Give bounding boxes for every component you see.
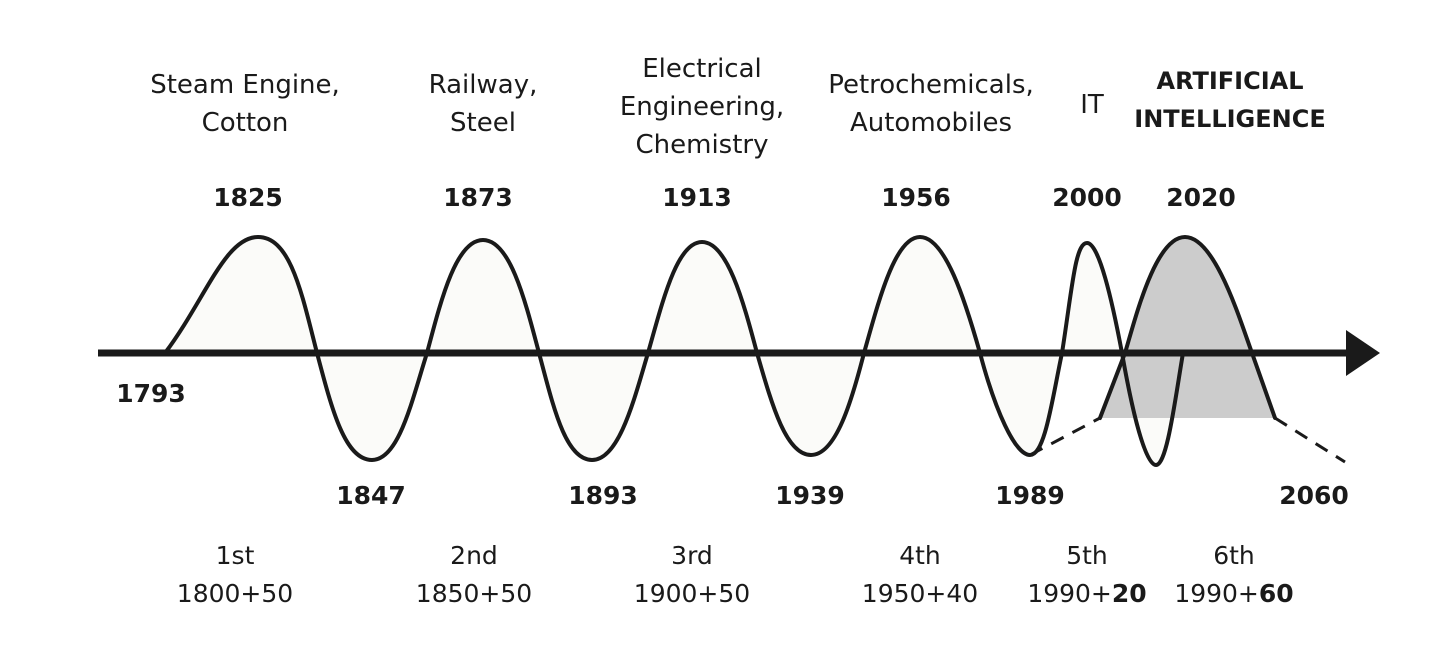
wave-2-tech-line-1: Railway, (428, 70, 538, 100)
wave-6-tech-line-2: INTELLIGENCE (1134, 105, 1326, 133)
wave-3-tech-line-2: Engineering, (619, 92, 785, 122)
wave-2-tech-label: Railway, Steel (429, 66, 538, 142)
wave-5-span-duration: 20 (1111, 579, 1147, 608)
wave-4-span: 1950+40 (861, 579, 979, 608)
wave-1-tech-label: Steam Engine, Cotton (150, 66, 340, 142)
wave-2-peak-year: 1873 (443, 183, 513, 212)
wave-6-span: 1990+60 (1174, 575, 1293, 613)
wave-4-ordinal: 4th (899, 541, 941, 570)
trough-year-4: 1989 (995, 481, 1065, 510)
start-year: 1793 (116, 379, 186, 408)
wave-5-span-prefix: 1990+ (1027, 579, 1112, 608)
wave-6-tech-label: ARTIFICIAL INTELLIGENCE (1134, 62, 1325, 138)
wave-1-tech-line-1: Steam Engine, (150, 70, 340, 100)
wave-5-ordinal: 5th (1066, 541, 1108, 570)
wave-5-span: 1990+20 (1027, 575, 1146, 613)
wave-5-tech-line-1: IT (1080, 90, 1104, 120)
wave-3-cycle-label: 3rd 1900+50 (634, 537, 750, 613)
wave-1-tech-line-2: Cotton (201, 108, 289, 138)
wave-3-peak-year: 1913 (662, 183, 732, 212)
wave-1-ordinal: 1st (215, 541, 255, 570)
wave-3-tech-line-1: Electrical (642, 54, 762, 84)
wave-2-ordinal: 2nd (450, 541, 498, 570)
wave-6-cycle-label: 6th 1990+60 (1174, 537, 1293, 613)
wave-3-tech-label: Electrical Engineering, Chemistry (620, 50, 784, 164)
end-year: 2060 (1279, 481, 1349, 510)
wave-2-tech-line-2: Steel (450, 108, 516, 138)
trough-year-1: 1847 (336, 481, 406, 510)
wave-4-peak-year: 1956 (881, 183, 951, 212)
wave-6-tech-line-1: ARTIFICIAL (1156, 67, 1304, 95)
wave-2-cycle-label: 2nd 1850+50 (416, 537, 532, 613)
wave-5-peak-year: 2000 (1052, 183, 1122, 212)
ai-wave-curve (1098, 235, 1277, 420)
wave-6-ordinal: 6th (1213, 541, 1255, 570)
wave-3-ordinal: 3rd (671, 541, 713, 570)
wave-3-tech-line-3: Chemistry (635, 130, 769, 160)
wave-5-tech-label: IT (1080, 86, 1104, 124)
wave-6-span-prefix: 1990+ (1174, 579, 1259, 608)
wave-4-tech-line-1: Petrochemicals, (828, 70, 1034, 100)
wave-2-span: 1850+50 (415, 579, 533, 608)
trough-year-3: 1939 (775, 481, 845, 510)
time-axis-arrowhead-icon (1346, 330, 1380, 376)
trough-year-2: 1893 (568, 481, 638, 510)
wave-4-tech-label: Petrochemicals, Automobiles (828, 66, 1034, 142)
wave-6-peak-year: 2020 (1166, 183, 1236, 212)
wave-1-span: 1800+50 (176, 579, 294, 608)
wave-1-cycle-label: 1st 1800+50 (177, 537, 293, 613)
wave-3-span: 1900+50 (633, 579, 751, 608)
dashed-extension-left (1029, 416, 1101, 457)
ai-wave-fill (1100, 237, 1275, 418)
wave-fill-area (100, 237, 1183, 465)
wave-4-cycle-label: 4th 1950+40 (862, 537, 978, 613)
wave-1-peak-year: 1825 (213, 183, 283, 212)
wave-6-span-duration: 60 (1258, 579, 1294, 608)
wave-4-tech-line-2: Automobiles (849, 108, 1013, 138)
wave-5-cycle-label: 5th 1990+20 (1027, 537, 1146, 613)
dashed-extension-right (1274, 416, 1346, 464)
